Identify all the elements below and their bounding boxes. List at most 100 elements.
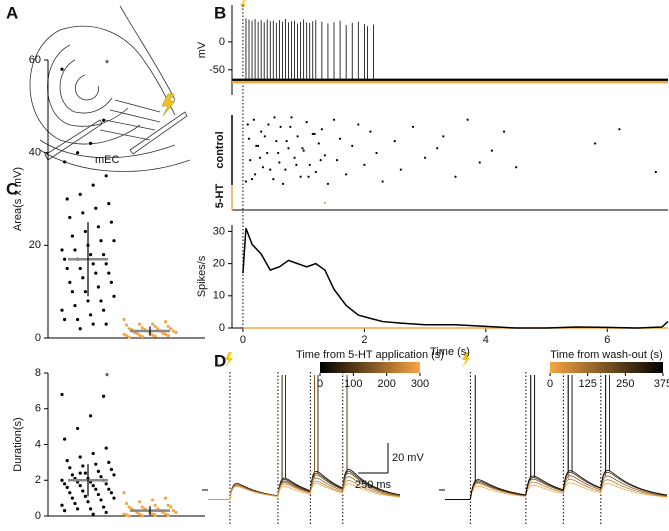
point [127,327,131,331]
raster-dot [351,144,354,147]
point [78,266,82,271]
panel-label: B [214,3,226,22]
raster-dot [594,142,597,145]
point [138,322,142,326]
point [122,332,126,336]
point [70,496,74,500]
raster-dot [320,128,323,131]
point [63,317,67,322]
raster-dot [269,168,272,171]
raster-dot [308,163,311,166]
point [122,491,126,495]
point [99,475,103,479]
raster-dot [289,125,292,128]
trace [445,482,668,500]
colorbar-tick-label: 250 [616,378,634,390]
point [94,206,98,210]
raster-dot [424,156,427,159]
raster-dot [277,151,280,155]
point [89,141,93,145]
raster-dot [369,130,372,133]
raster-dot [275,140,278,143]
point [60,67,64,71]
raster-dot [515,166,518,169]
point [104,510,108,515]
y-tick-label: 40 [29,147,41,159]
raster-dot [293,156,296,159]
raster-dot [285,140,288,143]
point [76,151,80,155]
raster-dot [490,149,493,152]
raster-dot [307,175,310,178]
point [96,225,100,229]
trace [208,470,401,500]
point [78,471,82,475]
point [171,509,175,513]
point [153,513,157,517]
colorbar-tick-label: 200 [377,378,395,390]
point [68,215,72,220]
raster-dot [260,130,263,133]
hippocampus-diagram [29,5,191,172]
point [89,507,93,511]
point [104,482,108,486]
point [99,299,103,303]
point [91,484,95,488]
point [65,485,69,489]
point [127,505,131,509]
point [107,487,111,491]
diagram-label: mEC [95,154,120,166]
point [99,239,103,243]
point [104,262,108,266]
point [68,280,72,284]
point [138,333,142,337]
point [96,469,100,473]
raster-dot [442,135,445,138]
raster-dot [381,180,384,183]
stimulus-icon [462,352,470,368]
point [81,489,85,493]
point [91,512,95,516]
x-tick-label: 4 [483,334,489,346]
point [99,498,103,502]
point [127,514,131,518]
point [109,220,113,224]
point [76,507,80,511]
raster-dot [263,135,266,138]
scalebar-label: 20 mV [392,452,424,464]
raster-dot [249,159,252,162]
raster-dot [255,144,258,147]
point [153,503,157,507]
point [153,324,157,329]
raster-dot [323,154,327,157]
point [125,513,129,517]
colorbar-tick-label: 0 [317,378,323,390]
panel-label: A [6,3,18,22]
point [63,437,67,441]
point [63,482,67,486]
raster-dot [281,182,285,185]
point [140,335,144,339]
point [60,392,64,397]
trace [208,476,401,500]
point [151,512,155,516]
raster-dot [345,173,348,176]
y-axis-label: mV [196,41,208,58]
trace [445,471,668,500]
y-tick-label: 20 [29,239,41,251]
point [78,484,82,488]
point [76,426,80,431]
point [91,183,95,187]
point [125,323,129,327]
raster-dot [257,144,260,147]
point [63,509,67,513]
point [60,308,64,312]
trace [445,478,668,500]
point [140,514,144,518]
y-axis-label: Area(s x mV) [12,167,24,231]
raster-dot [399,168,402,171]
row-label: 5-HT [214,184,226,209]
point [86,299,90,303]
colorbar-tick-label: 375 [654,378,669,390]
point [73,248,77,252]
